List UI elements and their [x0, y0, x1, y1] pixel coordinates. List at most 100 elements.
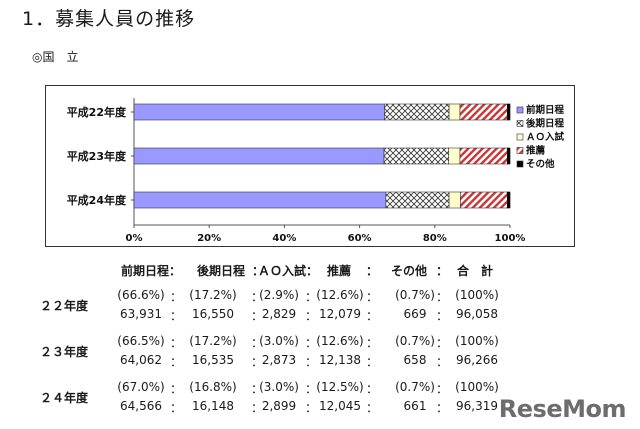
table-header: ＡＯ入試	[257, 264, 307, 278]
row-label: ２２年度	[40, 299, 89, 313]
count-cell: 12,079	[319, 307, 361, 321]
bar-segment	[384, 103, 450, 121]
table-separator: ：	[169, 290, 183, 304]
table-separator: ：	[365, 336, 379, 350]
table-separator: ：	[250, 382, 264, 396]
table-separator: ：	[168, 264, 182, 278]
table-separator: ：	[435, 264, 449, 278]
table-separator: ：	[365, 264, 379, 278]
legend-label: その他	[526, 158, 555, 170]
bar-segment	[448, 103, 461, 121]
bar-segment	[459, 103, 508, 121]
percent-cell: (100%)	[455, 334, 499, 348]
section-label: ◎国 立	[32, 50, 79, 64]
table-separator: ：	[365, 382, 379, 396]
percent-cell: (0.7%)	[395, 334, 435, 348]
percent-cell: (17.2%)	[189, 334, 237, 348]
site-logo: ReseMom	[498, 395, 627, 423]
bar-segment	[133, 147, 385, 165]
table-separator: ：	[250, 401, 264, 415]
percent-cell: (12.5%)	[316, 380, 364, 394]
count-cell: 16,535	[192, 353, 234, 367]
row-label: ２３年度	[40, 345, 89, 359]
table-separator: ：	[304, 355, 318, 369]
table-separator: ：	[435, 309, 449, 323]
percent-cell: (12.6%)	[316, 288, 364, 302]
count-cell: 16,148	[192, 399, 234, 413]
legend-swatch	[516, 120, 524, 127]
table-header: 合 計	[456, 264, 494, 278]
bar-segment	[383, 147, 450, 165]
count-cell: 12,045	[319, 399, 361, 413]
count-cell: 64,566	[120, 399, 162, 413]
table-separator: ：	[169, 382, 183, 396]
legend-swatch	[516, 106, 524, 114]
x-tick-label: 40%	[272, 233, 296, 244]
table-separator: ：	[169, 336, 183, 350]
table-separator: ：	[169, 355, 183, 369]
table-separator: ：	[250, 309, 264, 323]
table-separator: ：	[365, 355, 379, 369]
table-separator: ：	[304, 382, 318, 396]
table-separator: ：	[435, 401, 449, 415]
percent-cell: (3.0%)	[259, 380, 299, 394]
count-cell: 661	[403, 399, 427, 413]
legend-label: ＡＯ入試	[526, 131, 565, 143]
x-tick-label: 20%	[197, 233, 221, 244]
table-separator: ：	[435, 355, 449, 369]
table-separator: ：	[169, 309, 183, 323]
legend-swatch	[516, 160, 524, 168]
percent-cell: (100%)	[455, 288, 499, 302]
count-cell: 96,319	[456, 399, 498, 413]
percent-cell: (66.6%)	[117, 288, 165, 302]
table-separator: ：	[435, 290, 449, 304]
count-cell: 12,138	[319, 353, 361, 367]
legend-label: 推薦	[526, 145, 546, 157]
count-cell: 2,829	[261, 307, 297, 321]
table-separator: ：	[304, 290, 318, 304]
page-title: 1．募集人員の推移	[22, 8, 196, 30]
legend-label: 前期日程	[526, 104, 565, 116]
table-separator: ：	[304, 336, 318, 350]
bar-segment	[460, 191, 508, 209]
table-separator: ：	[251, 264, 265, 278]
category-label: 平成22年度	[67, 105, 127, 119]
count-cell: 63,931	[120, 307, 162, 321]
percent-cell: (100%)	[455, 380, 499, 394]
table-separator: ：	[435, 336, 449, 350]
count-cell: 658	[403, 353, 427, 367]
table-separator: ：	[365, 290, 379, 304]
bar-segment	[133, 191, 387, 209]
category-label: 平成24年度	[67, 193, 127, 207]
percent-cell: (66.5%)	[117, 334, 165, 348]
bar-segment	[459, 147, 508, 165]
bar-segment	[133, 103, 385, 121]
table-separator: ：	[304, 309, 318, 323]
table-separator: ：	[250, 290, 264, 304]
legend-swatch	[516, 147, 524, 154]
bar-segment	[507, 103, 511, 121]
count-cell: 96,266	[456, 353, 498, 367]
percent-cell: (17.2%)	[189, 288, 237, 302]
bar-segment	[385, 191, 450, 209]
percent-cell: (16.8%)	[189, 380, 237, 394]
count-cell: 2,899	[261, 399, 297, 413]
bar-segment	[507, 191, 511, 209]
data-table: 前期日程：後期日程： ＡＯ入試：推薦：その他：合 計 ２２年度 (66.6%)： (17…	[0, 258, 640, 418]
table-separator: ：	[250, 355, 264, 369]
count-cell: 16,550	[192, 307, 234, 321]
table-separator: ：	[305, 264, 319, 278]
percent-cell: (0.7%)	[395, 288, 435, 302]
count-cell: 64,062	[120, 353, 162, 367]
table-header: その他	[390, 264, 428, 278]
percent-cell: (2.9%)	[259, 288, 299, 302]
count-cell: 2,873	[261, 353, 297, 367]
table-separator: ：	[250, 336, 264, 350]
percent-cell: (0.7%)	[395, 380, 435, 394]
bar-segment	[448, 147, 461, 165]
table-separator: ：	[365, 401, 379, 415]
table-header: 後期日程	[196, 264, 246, 278]
table-header: 推薦	[326, 264, 352, 278]
bar-segment	[507, 147, 511, 165]
